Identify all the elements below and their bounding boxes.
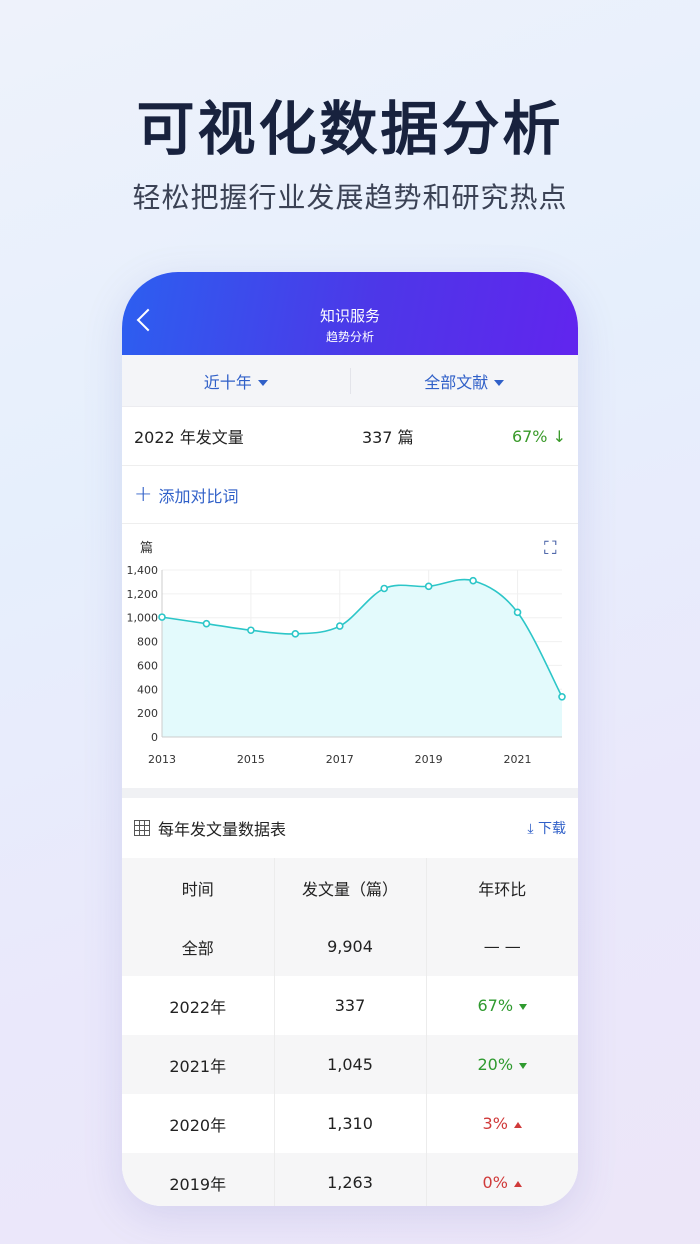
- divider: [349, 367, 351, 394]
- expand-icon[interactable]: ⛶: [544, 538, 557, 559]
- range-label: 近十年: [203, 372, 252, 392]
- add-compare-button[interactable]: + 添加对比词: [122, 466, 578, 524]
- change-cell: 0%: [426, 1153, 578, 1206]
- arrow-up-icon: [513, 1180, 522, 1187]
- change-value: 3%: [482, 1114, 508, 1133]
- y-tick-label: 1,400: [127, 564, 159, 577]
- add-compare-label: 添加对比词: [158, 486, 239, 506]
- nav-subtitle: 趋势分析: [325, 330, 374, 344]
- caret-down-icon: [494, 380, 505, 386]
- count-cell: 337: [274, 976, 427, 1035]
- data-point: [380, 584, 389, 593]
- change-cell: — —: [426, 917, 578, 976]
- stat-count: 337 篇: [361, 428, 414, 447]
- year-cell: 2021年: [122, 1035, 275, 1094]
- change-cell: 3%: [426, 1094, 578, 1153]
- data-point: [335, 622, 344, 630]
- data-point: [202, 619, 211, 628]
- table-row: 2020年 1,310 3%: [122, 1094, 578, 1153]
- change-value: 67%: [477, 996, 514, 1015]
- y-tick-label: 1,200: [127, 588, 159, 601]
- column-header: 年环比: [478, 879, 527, 899]
- y-axis-label: 篇: [140, 541, 153, 556]
- arrow-down-icon: [519, 1062, 528, 1069]
- x-tick-label: 2019: [415, 753, 443, 766]
- table-icon: [134, 820, 150, 836]
- stat-label: 2022 年发文量: [134, 428, 244, 447]
- phone-screen: 知识服务 趋势分析 近十年 全部文献 2022 年发文量 337 篇 67% ↓…: [122, 272, 578, 1206]
- year-cell: 2019年: [122, 1153, 275, 1206]
- table-row: 全部 9,904 — —: [122, 917, 578, 976]
- data-point: [469, 576, 477, 585]
- year-cell: 2020年: [122, 1094, 275, 1153]
- scope-dropdown[interactable]: 全部文献: [351, 369, 579, 393]
- table-row: 2021年 1,045 20%: [122, 1035, 578, 1094]
- plus-icon: +: [134, 482, 153, 507]
- change-value: — —: [483, 937, 521, 956]
- count-cell: 1,310: [274, 1094, 427, 1153]
- stat-change: 67% ↓: [511, 426, 566, 446]
- area-fill: [162, 579, 562, 737]
- y-tick-label: 1,000: [127, 612, 159, 625]
- series-line: [161, 578, 563, 698]
- year-cell: 全部: [122, 917, 275, 976]
- data-point: [158, 613, 166, 621]
- count-cell: 1,263: [274, 1153, 427, 1206]
- subheadline: 轻松把握行业发展趋势和研究热点: [132, 181, 568, 214]
- x-tick-label: 2021: [504, 753, 532, 766]
- trend-chart: 篇 ⛶ 0 200 400 600 800 1,000 1,200 1,400 2013 2015 20…: [122, 524, 578, 788]
- change-cell: 67%: [426, 976, 578, 1035]
- data-point: [513, 608, 522, 617]
- table-row: 2019年 1,263 0%: [122, 1153, 578, 1206]
- table-header-row: 时间 发文量（篇） 年环比: [122, 858, 578, 917]
- arrow-up-icon: [513, 1121, 522, 1128]
- nav-title: 知识服务: [319, 307, 380, 325]
- data-point: [424, 582, 433, 591]
- y-tick-label: 600: [137, 659, 158, 672]
- table-title: 每年发文量数据表: [158, 820, 287, 839]
- caret-down-icon: [257, 380, 268, 386]
- scope-label: 全部文献: [424, 372, 489, 392]
- y-tick-label: 400: [137, 683, 158, 696]
- download-label: 下载: [538, 821, 566, 837]
- change-cell: 20%: [426, 1035, 578, 1094]
- download-button[interactable]: ⤓ 下载: [527, 818, 566, 838]
- stat-row: 2022 年发文量 337 篇 67% ↓: [122, 407, 578, 466]
- x-tick-label: 2013: [148, 753, 176, 766]
- x-tick-label: 2017: [326, 753, 354, 766]
- y-tick-label: 800: [137, 636, 158, 649]
- change-value: 20%: [477, 1055, 514, 1074]
- table-header-bar: 每年发文量数据表 ⤓ 下载: [122, 798, 578, 858]
- filter-bar: 近十年 全部文献: [122, 355, 578, 407]
- count-cell: 9,904: [274, 917, 427, 976]
- column-header: 发文量（篇）: [274, 858, 427, 917]
- x-tick-label: 2015: [237, 753, 265, 766]
- data-point: [558, 693, 566, 701]
- table-row: 2022年 337 67%: [122, 976, 578, 1035]
- headline: 可视化数据分析: [136, 95, 564, 163]
- section-gap: [122, 788, 578, 798]
- data-point: [291, 630, 300, 638]
- data-point: [247, 626, 255, 635]
- download-icon: ⤓: [527, 821, 538, 837]
- count-cell: 1,045: [274, 1035, 427, 1094]
- data-table: 时间 发文量（篇） 年环比 全部 9,904 — —2022年 337 67% 2…: [122, 858, 578, 1206]
- change-value: 0%: [482, 1173, 508, 1192]
- y-tick-label: 0: [151, 731, 158, 744]
- column-header: 时间: [122, 858, 275, 917]
- range-dropdown[interactable]: 近十年: [122, 369, 350, 393]
- chart-svg: 篇 ⛶ 0 200 400 600 800 1,000 1,200 1,400 2013 2015 20…: [127, 538, 566, 766]
- arrow-down-icon: [519, 1003, 528, 1010]
- year-cell: 2022年: [122, 976, 275, 1035]
- y-tick-label: 200: [137, 707, 158, 720]
- nav-bar: 知识服务 趋势分析: [122, 272, 578, 355]
